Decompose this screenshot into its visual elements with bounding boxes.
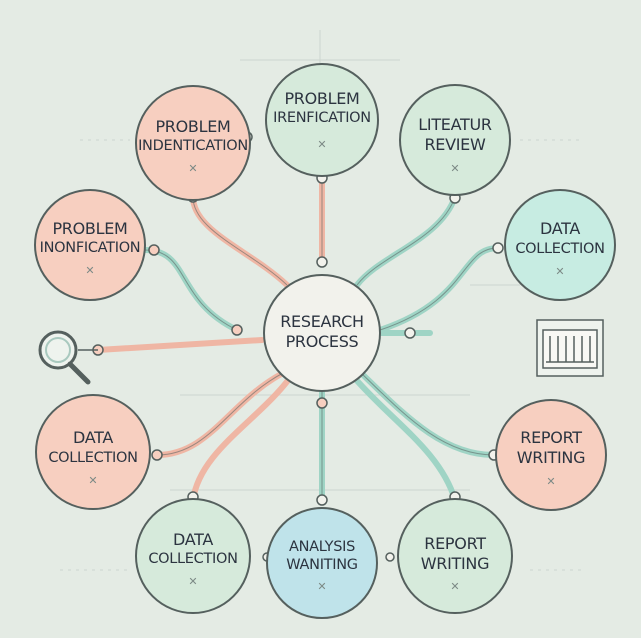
connector-dot — [404, 327, 416, 339]
connector-bottom-right — [349, 372, 458, 503]
node-label-line1: LITEATUR — [418, 115, 492, 134]
node-cross-glyph: ✕ — [450, 162, 459, 175]
node-label-line2: REVIEW — [424, 135, 486, 154]
connector-dot — [231, 324, 243, 336]
connector-top-left — [189, 191, 290, 288]
node-cross-glyph: ✕ — [88, 474, 97, 487]
node-report-writing-right: REPORT WRITING ✕ — [495, 399, 607, 511]
node-cross-glyph: ✕ — [317, 580, 326, 593]
node-cross-glyph: ✕ — [555, 265, 564, 278]
center-node-label-line2: PROCESS — [286, 332, 359, 351]
connector-dot — [492, 242, 504, 254]
connector-bottom-left — [190, 372, 295, 503]
node-label-line1: PROBLEM — [155, 117, 230, 136]
connector-magnifier — [95, 337, 265, 353]
center-node-label-line1: RESEARCH — [280, 312, 364, 331]
connector-dot — [385, 552, 395, 562]
center-node-research-process: RESEARCH PROCESS — [263, 274, 381, 392]
node-report-writing-bottom: REPORT WRITING ✕ — [397, 498, 513, 614]
node-data-collection-left: DATA COLLECTION ✕ — [35, 394, 151, 510]
node-label-line2: COLLECTION — [148, 551, 237, 567]
node-problem-identification-top: PROBLEM IRENFICATION ✕ — [265, 63, 379, 177]
node-label-line2: WRITING — [421, 554, 489, 573]
node-data-collection-right: DATA COLLECTION ✕ — [504, 189, 616, 301]
connector-dot — [316, 256, 328, 268]
node-label-line1: REPORT — [424, 534, 486, 553]
connector-right — [377, 245, 501, 333]
connector-lower-left — [154, 369, 288, 458]
connector-dot — [316, 494, 328, 506]
node-label-line2: COLLECTION — [48, 450, 137, 466]
node-cross-glyph: ✕ — [188, 162, 197, 175]
node-problem-identification-left: PROBLEM INONFICATION ✕ — [34, 189, 146, 301]
connector-lower-right — [357, 369, 497, 458]
node-label-line2: WRITING — [517, 448, 585, 467]
node-cross-glyph: ✕ — [450, 580, 459, 593]
node-problem-identification-top-left: PROBLEM INDENTICATION ✕ — [135, 85, 251, 201]
node-label-line2: INDENTICATION — [138, 138, 248, 154]
node-label-line1: PROBLEM — [284, 89, 359, 108]
node-cross-glyph: ✕ — [188, 575, 197, 588]
node-label-line1: ANALYSIS — [289, 539, 355, 555]
node-label-line2: INONFICATION — [40, 240, 141, 256]
node-label-line1: REPORT — [520, 428, 582, 447]
node-cross-glyph: ✕ — [317, 138, 326, 151]
node-label-line1: DATA — [173, 530, 213, 549]
node-analysis-writing: ANALYSIS WANITING ✕ — [266, 507, 378, 619]
node-data-collection-bottom: DATA COLLECTION ✕ — [135, 498, 251, 614]
node-cross-glyph: ✕ — [85, 264, 94, 277]
node-cross-glyph: ✕ — [546, 475, 555, 488]
connector-left — [142, 247, 240, 333]
connector-dot — [148, 244, 160, 256]
node-label-line1: DATA — [73, 428, 113, 447]
node-label-line1: DATA — [540, 219, 580, 238]
chart-board-icon — [536, 319, 604, 377]
magnifier-icon — [38, 330, 98, 385]
node-label-line2: COLLECTION — [515, 241, 604, 257]
connector-dot — [316, 397, 328, 409]
connector-top-right — [354, 194, 458, 288]
node-label-line2: IRENFICATION — [273, 110, 371, 126]
node-label-line2: WANITING — [286, 557, 357, 573]
connector-dot — [151, 449, 163, 461]
node-label-line1: PROBLEM — [52, 219, 127, 238]
node-literature-review: LITEATUR REVIEW ✕ — [399, 84, 511, 196]
